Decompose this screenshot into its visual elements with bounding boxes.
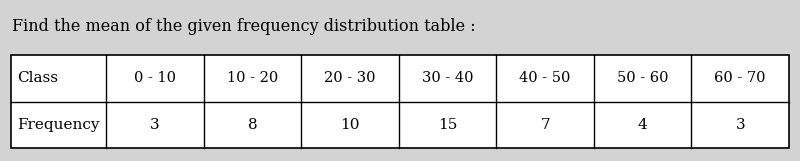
Text: 40 - 50: 40 - 50 [519, 71, 570, 85]
Text: 30 - 40: 30 - 40 [422, 71, 474, 85]
Text: 3: 3 [150, 118, 159, 132]
Text: 10 - 20: 10 - 20 [226, 71, 278, 85]
Bar [11, 55, 789, 148]
Text: Class: Class [17, 71, 58, 85]
Text: 8: 8 [247, 118, 257, 132]
Text: Frequency: Frequency [17, 118, 99, 132]
Text: 7: 7 [540, 118, 550, 132]
Text: 60 - 70: 60 - 70 [714, 71, 766, 85]
Text: 50 - 60: 50 - 60 [617, 71, 668, 85]
Text: 15: 15 [438, 118, 457, 132]
Text: 10: 10 [340, 118, 360, 132]
Text: 20 - 30: 20 - 30 [324, 71, 376, 85]
Text: 3: 3 [735, 118, 745, 132]
Text: Find the mean of the given frequency distribution table :: Find the mean of the given frequency dis… [12, 18, 476, 35]
Bar [11, 55, 789, 148]
Text: 4: 4 [638, 118, 647, 132]
Text: 0 - 10: 0 - 10 [134, 71, 176, 85]
